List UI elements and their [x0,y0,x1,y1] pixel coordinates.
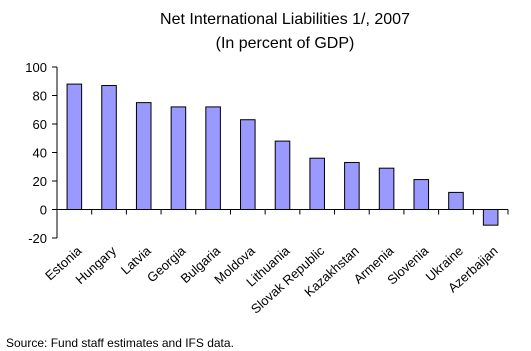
y-axis: -20 0 20 40 60 80 100 [25,60,58,246]
bar [413,179,430,210]
y-tick-label: 80 [33,89,47,104]
y-tick-label: 0 [40,203,47,218]
bar [344,161,360,211]
y-tick-label: -20 [28,231,47,246]
bar [274,140,291,211]
bar [482,209,499,226]
chart-subtitle: (In percent of GDP) [216,35,355,52]
source-note: Source: Fund staff estimates and IFS dat… [6,336,234,350]
y-tick-label: 20 [33,174,47,189]
bars-group [66,83,499,226]
bar [135,102,152,210]
y-tick-label: 40 [33,146,47,161]
chart-title: Net International Liabilities 1/, 2007 [160,11,410,28]
bar [309,157,325,210]
bar [205,106,221,210]
bar [240,119,256,210]
bar [448,191,464,210]
x-axis: EstoniaHungaryLatviaGeorgiaBulgariaMoldo… [42,209,509,317]
bar [378,167,395,211]
y-tick-label: 60 [33,117,47,132]
bar [66,83,83,210]
bar [101,85,117,210]
y-tick-label: 100 [25,60,47,75]
bar [170,106,187,210]
